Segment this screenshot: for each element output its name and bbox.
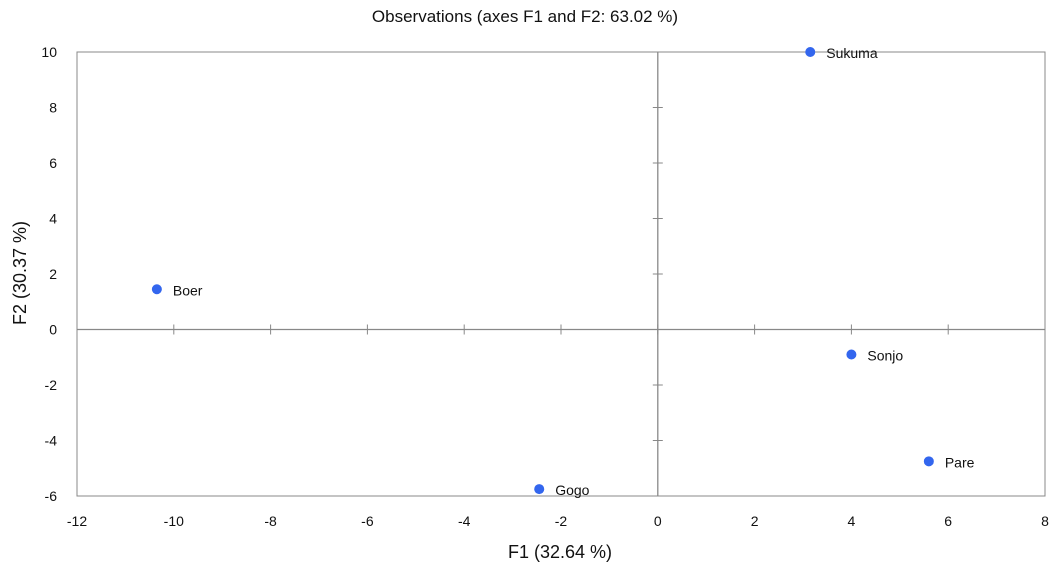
y-tick-label: 2 [49,266,57,282]
x-tick-labels: -12 -10 -8 -6 -4 -2 0 2 4 6 8 [67,513,1049,529]
x-tick-label: 6 [944,513,952,529]
x-tick-label: -10 [164,513,184,529]
x-tick-label: -12 [67,513,87,529]
data-point-gogo [534,484,545,495]
x-tick-label: -8 [264,513,277,529]
chart-title: Observations (axes F1 and F2: 63.02 %) [372,7,678,26]
x-tick-label: 2 [751,513,759,529]
data-points [151,47,934,495]
point-label-sukuma: Sukuma [826,45,878,61]
y-tick-label: 0 [49,322,57,338]
y-tick-label: 6 [49,155,57,171]
plot-area [76,51,1046,497]
point-label-gogo: Gogo [555,482,589,498]
x-tick-label: 8 [1041,513,1049,529]
y-tick-label: 4 [49,211,57,227]
y-tick-labels: -6 -4 -2 0 2 4 6 8 10 [41,44,57,504]
data-point-sukuma [805,47,816,57]
x-tick-label: 0 [654,513,662,529]
data-point-boer [151,284,162,295]
data-point-sonjo [846,349,857,360]
point-label-sonjo: Sonjo [867,347,903,363]
reference-lines [77,52,1045,496]
x-tick-label: -6 [361,513,374,529]
x-axis-label: F1 (32.64 %) [508,542,612,562]
x-tick-label: -4 [458,513,471,529]
y-tick-label: 8 [49,100,57,116]
y-tick-label: 10 [41,44,57,60]
y-axis-label: F2 (30.37 %) [10,221,30,325]
y-tick-label: -4 [45,433,58,449]
x-tick-label: -2 [555,513,568,529]
y-tick-label: -6 [45,488,58,504]
y-tick-label: -2 [45,377,58,393]
point-label-boer: Boer [173,282,203,298]
data-point-pare [923,456,934,467]
axis-ticks [76,51,1046,497]
x-tick-label: 4 [848,513,856,529]
point-labels: Sukuma Boer Sonjo Pare Gogo [173,45,975,498]
point-label-pare: Pare [945,454,975,470]
